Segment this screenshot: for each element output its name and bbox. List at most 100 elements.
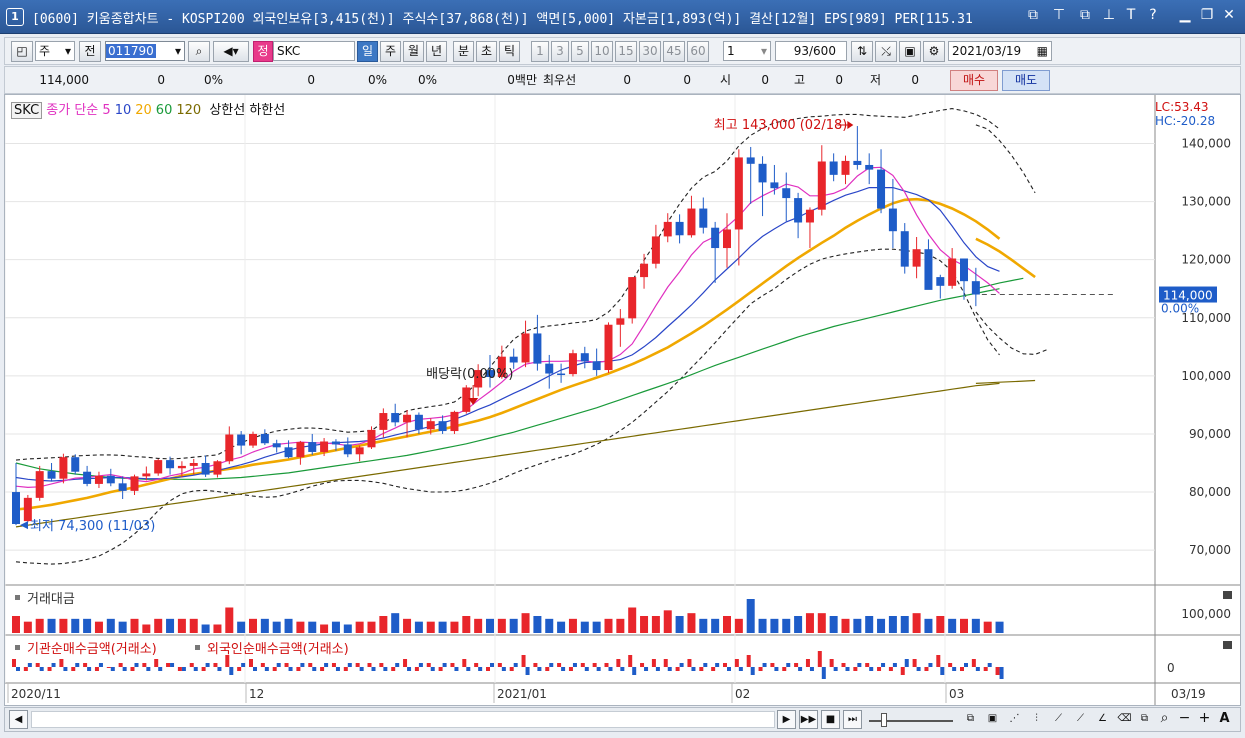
- volume-bar: [723, 616, 731, 633]
- speaker-icon[interactable]: ◀▾: [213, 41, 249, 62]
- candle-body: [83, 471, 92, 484]
- volume-bar: [331, 621, 340, 633]
- channel-icon[interactable]: ⟋: [1077, 713, 1084, 724]
- draw-line-icon[interactable]: ⋰: [1009, 713, 1020, 724]
- candle-body: [308, 442, 317, 452]
- candle-body: [12, 492, 20, 524]
- netbuy-foreign-bar: [549, 663, 554, 667]
- restore-window-icon[interactable]: ⧉: [1028, 7, 1038, 23]
- search-icon[interactable]: ⌕: [188, 41, 210, 62]
- candle-body: [130, 476, 139, 491]
- zoom-slider[interactable]: [869, 720, 953, 722]
- sell-button[interactable]: 매도: [1002, 70, 1050, 91]
- chevron-down-icon[interactable]: ▾: [174, 44, 181, 58]
- candle-body: [865, 164, 874, 170]
- buy-button[interactable]: 매수: [950, 70, 998, 91]
- play-icon[interactable]: ▶: [777, 710, 796, 729]
- zoom-slider-handle[interactable]: [881, 713, 887, 727]
- current-price: 114,000: [39, 73, 89, 87]
- volume-bar: [616, 618, 625, 633]
- volume-bar: [711, 618, 720, 633]
- close-icon[interactable]: ✕: [1223, 7, 1235, 23]
- volume-bar: [663, 610, 672, 633]
- period-button-4[interactable]: 분: [453, 41, 474, 62]
- legend-ma-0: 5: [102, 103, 111, 118]
- minimize-icon[interactable]: ▁: [1179, 7, 1191, 23]
- save-icon[interactable]: ▣: [899, 41, 921, 62]
- text-size-icon[interactable]: T: [1126, 7, 1136, 23]
- dock-window-icon[interactable]: ⧉: [1080, 7, 1090, 23]
- scroll-left-icon[interactable]: ◀: [9, 710, 28, 729]
- period-button-6[interactable]: 틱: [499, 41, 520, 62]
- netbuy-foreign-bar: [158, 667, 163, 671]
- interval-button-5[interactable]: 30: [639, 41, 661, 62]
- pin-icon[interactable]: ⊥: [1102, 7, 1116, 23]
- stock-chart[interactable]: 140,000 130,000 120,000 110,000 100,000 90,00…: [4, 95, 1240, 705]
- interval-button-4[interactable]: 15: [615, 41, 637, 62]
- crosshair-icon[interactable]: ⧉: [966, 713, 975, 724]
- period-button-3[interactable]: 년: [426, 41, 447, 62]
- netbuy-inst-bar: [971, 659, 976, 667]
- netbuy-foreign-bar: [146, 667, 151, 671]
- interval-button-6[interactable]: 45: [663, 41, 685, 62]
- settings-gear-icon[interactable]: ⚙: [923, 41, 945, 62]
- period-button-1[interactable]: 주: [380, 41, 401, 62]
- calendar-icon[interactable]: ▦: [1036, 44, 1048, 58]
- trend-tool-icon[interactable]: ⤯: [875, 41, 897, 62]
- volume-bar: [817, 613, 826, 633]
- help-icon[interactable]: ?: [1149, 7, 1157, 23]
- layers-icon[interactable]: ⧉: [1140, 713, 1149, 724]
- stock-code-input[interactable]: 011790 ▾: [105, 41, 185, 61]
- scroll-bar[interactable]: ◀ ▶ ▶▶ ■ ⏭ ⧉ ▣ ⋰ ⫶ ⟋ ⟋ ∠ ⌫ ⧉ ⌕ − + A: [4, 707, 1241, 732]
- interval-button-3[interactable]: 10: [591, 41, 613, 62]
- fast-forward-icon[interactable]: ⏭: [843, 710, 862, 729]
- interval-button-0[interactable]: 1: [531, 41, 549, 62]
- chart-layout-icon[interactable]: ◰: [11, 41, 33, 62]
- price-tick-label: 130,000: [1181, 195, 1231, 209]
- volume-bar: [936, 616, 945, 633]
- eraser-icon[interactable]: ⌫: [1117, 713, 1132, 724]
- scroll-track[interactable]: [31, 711, 775, 728]
- netbuy-foreign-bar: [667, 667, 672, 671]
- interval-button-1[interactable]: 3: [551, 41, 569, 62]
- volume-bar: [213, 624, 222, 633]
- fibo-icon[interactable]: ⫶: [1035, 713, 1038, 724]
- period-select[interactable]: 주 ▾: [35, 41, 75, 61]
- stop-icon[interactable]: ■: [821, 710, 840, 729]
- interval-select[interactable]: 1 ▾: [723, 41, 771, 61]
- netbuy-inst-bar: [746, 655, 751, 667]
- chart-area[interactable]: 140,000 130,000 120,000 110,000 100,000 90,00…: [4, 94, 1241, 706]
- candle-body: [960, 258, 968, 282]
- interval-button-2[interactable]: 5: [571, 41, 589, 62]
- period-button-2[interactable]: 월: [403, 41, 424, 62]
- ma20-projection: [975, 237, 1036, 279]
- period-button-0[interactable]: 일: [357, 41, 378, 62]
- zoom-out-icon[interactable]: ⌕: [1160, 710, 1169, 726]
- candle-body: [177, 465, 186, 469]
- data-count-field[interactable]: 93/600: [775, 41, 847, 61]
- angle-icon[interactable]: ∠: [1098, 713, 1107, 724]
- candle-body: [154, 460, 163, 474]
- prev-button[interactable]: 전: [79, 41, 101, 62]
- maximize-icon[interactable]: ❐: [1200, 7, 1214, 23]
- interval-button-7[interactable]: 60: [687, 41, 709, 62]
- compare-icon[interactable]: ⇅: [851, 41, 873, 62]
- date-field[interactable]: 2021/03/19 ▦: [948, 41, 1052, 61]
- netbuy-foreign-bar: [916, 667, 921, 671]
- jeong-badge[interactable]: 정: [253, 41, 273, 62]
- period-button-5[interactable]: 초: [476, 41, 497, 62]
- pin-top-icon[interactable]: ⊤: [1052, 7, 1066, 23]
- change-pct: 0%: [203, 73, 223, 87]
- minus-icon[interactable]: −: [1178, 710, 1191, 726]
- current-price-tag: 114,000: [1163, 289, 1213, 303]
- trend-icon[interactable]: ⟋: [1055, 713, 1062, 724]
- netbuy-inst-bar: [841, 663, 846, 667]
- plus-icon[interactable]: +: [1198, 710, 1211, 726]
- stock-name-field[interactable]: SKC: [273, 41, 355, 61]
- netbuy-foreign-bar: [418, 663, 423, 667]
- next-page-icon[interactable]: ▶▶: [799, 710, 818, 729]
- window-icon[interactable]: ▣: [987, 713, 998, 724]
- candle-body: [225, 434, 234, 462]
- font-size-icon[interactable]: A: [1219, 711, 1230, 726]
- netbuy-foreign-bar: [608, 667, 613, 671]
